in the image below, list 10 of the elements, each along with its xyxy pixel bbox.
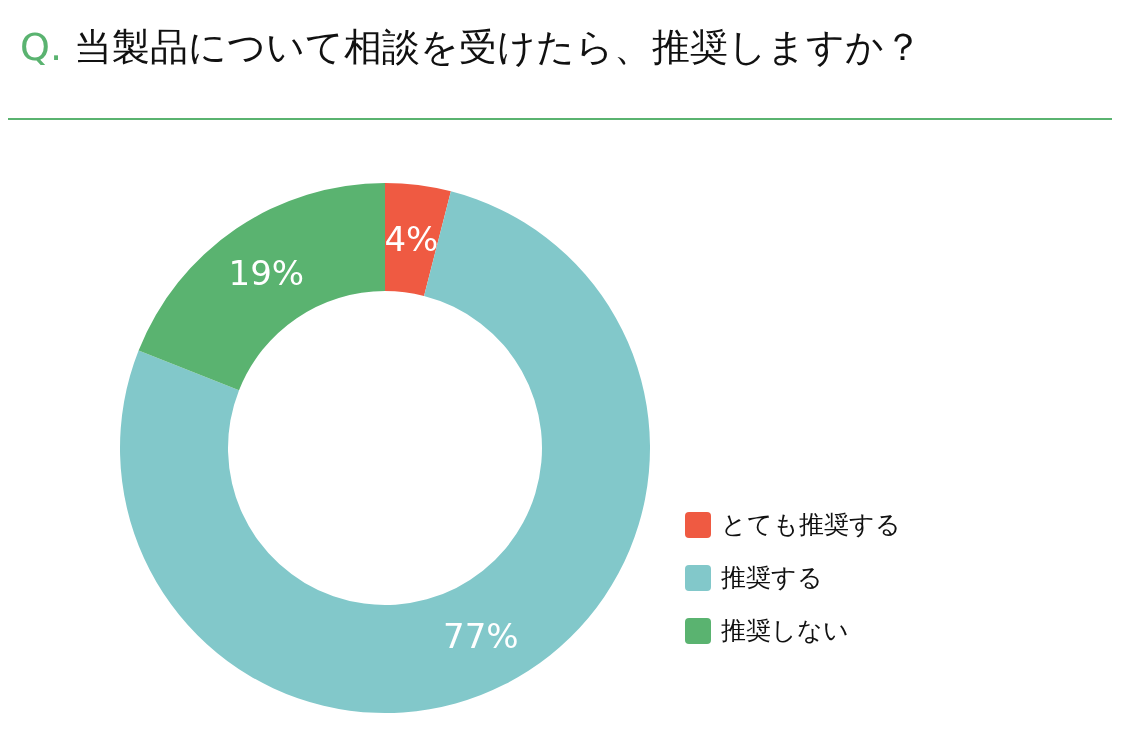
donut-slice <box>138 183 385 391</box>
legend-label: 推奨しない <box>721 615 849 647</box>
donut-slice <box>385 183 451 296</box>
data-label: 19% <box>228 253 305 294</box>
legend-label: とても推奨する <box>721 509 901 541</box>
legend-label: 推奨する <box>721 562 823 594</box>
donut-slice <box>120 191 650 713</box>
chart-title: Q. 当製品について相談を受けたら、推奨しますか？ <box>20 24 923 71</box>
data-label: 77% <box>443 616 519 656</box>
data-label: 4% <box>384 218 439 259</box>
